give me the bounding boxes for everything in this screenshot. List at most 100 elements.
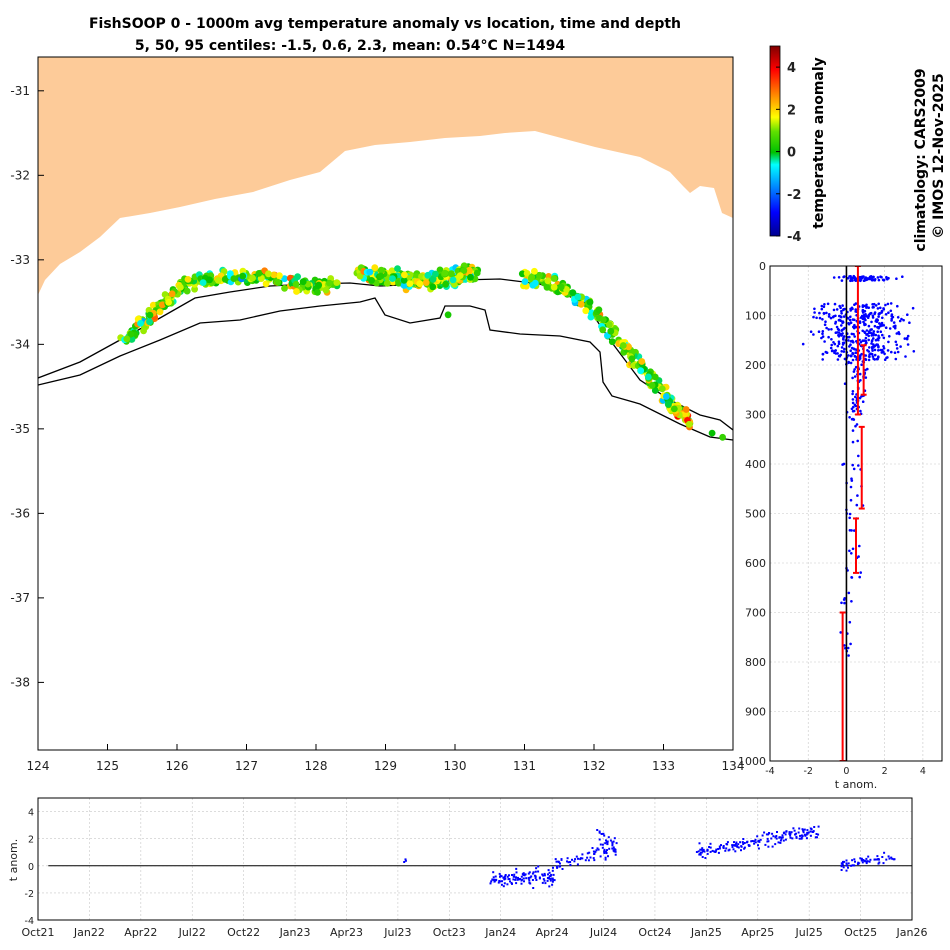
profile-scatter-point — [905, 337, 909, 341]
profile-scatter-point — [853, 355, 857, 358]
map-scatter-point — [394, 265, 401, 272]
ts-scatter-point — [517, 876, 519, 879]
profile-scatter-point — [859, 571, 862, 574]
profile-scatter-point — [843, 357, 847, 361]
ts-scatter-point — [600, 833, 603, 835]
profile-scatter-point — [853, 303, 856, 307]
ts-scatter-point — [607, 855, 609, 858]
ts-scatter-point — [535, 867, 538, 870]
ts-scatter-points — [403, 825, 896, 889]
ts-x-tick-label: Oct24 — [638, 926, 671, 939]
map-scatter-point — [424, 271, 432, 279]
profile-scatter-point — [852, 370, 856, 373]
profile-scatter-point — [841, 320, 845, 323]
ts-axes-ticks: Oct21 Jan22 Apr22 Jul22 Oct22 Jan23 Apr23 Jul23… — [21, 808, 927, 939]
ts-x-tick-label: Oct22 — [227, 926, 260, 939]
map-x-tick-label: 125 — [96, 759, 119, 773]
map-x-tick-label: 131 — [513, 759, 536, 773]
land-mass — [38, 57, 733, 295]
profile-scatter-point — [866, 332, 869, 336]
ts-x-tick-label: Apr24 — [536, 926, 569, 939]
profile-scatter-point — [886, 356, 889, 359]
profile-scatter-point — [836, 358, 840, 361]
profile-scatter-point — [890, 319, 893, 322]
profile-scatter-point — [851, 358, 855, 362]
ts-scatter-point — [542, 878, 545, 881]
ts-x-tick-label: Jul25 — [795, 926, 823, 939]
ts-scatter-point — [492, 878, 495, 881]
profile-scatter-point — [832, 341, 835, 344]
profile-scatter-point — [874, 304, 878, 307]
profile-scatter-point — [851, 463, 854, 467]
ts-scatter-point — [803, 833, 806, 836]
ts-x-tick-label: Apr23 — [330, 926, 363, 939]
profile-scatter-point — [854, 365, 858, 369]
ts-scatter-point — [746, 840, 749, 843]
ts-scatter-point — [503, 882, 506, 885]
map-scatter-point — [206, 276, 214, 284]
ts-scatter-point — [569, 863, 572, 866]
ts-scatter-point — [612, 846, 615, 849]
map-x-tick-label: 130 — [444, 759, 467, 773]
ts-scatter-point — [888, 857, 891, 860]
profile-scatter-point — [869, 328, 872, 332]
profile-scatter-point — [877, 356, 880, 359]
ts-scatter-point — [798, 837, 801, 840]
ts-scatter-point — [795, 836, 798, 839]
ts-scatter-point — [560, 858, 563, 861]
profile-scatter-point — [851, 429, 855, 432]
map-scatter-point — [265, 270, 272, 278]
ts-scatter-point — [611, 844, 614, 847]
ts-scatter-point — [862, 859, 865, 861]
profile-scatter-point — [863, 309, 867, 313]
ts-scatter-point — [604, 856, 607, 859]
ts-scatter-point — [747, 844, 750, 846]
ts-scatter-point — [753, 840, 756, 843]
profile-scatter-point — [848, 275, 851, 278]
ts-scatter-point — [813, 826, 816, 828]
ts-scatter-point — [706, 849, 709, 852]
profile-scatter-point — [801, 342, 805, 346]
ts-scatter-point — [575, 855, 578, 858]
ts-scatter-point — [722, 845, 725, 847]
ts-scatter-point — [736, 845, 739, 848]
ts-scatter-point — [497, 881, 500, 884]
ts-scatter-point — [812, 830, 815, 833]
profile-scatter-point — [882, 347, 886, 350]
profile-scatter-point — [848, 335, 851, 339]
ts-scatter-point — [807, 831, 810, 834]
ts-scatter-point — [774, 843, 777, 846]
profile-scatter-point — [852, 467, 856, 471]
ts-scatter-point — [775, 835, 778, 837]
profile-scatter-point — [870, 339, 874, 342]
profile-scatter-point — [848, 416, 851, 419]
profile-scatter-point — [847, 654, 850, 657]
ts-scatter-point — [887, 855, 890, 858]
ts-scatter-point — [605, 839, 607, 842]
profile-scatter-point — [911, 306, 915, 310]
profile-scatter-point — [837, 318, 841, 322]
profile-scatter-point — [872, 357, 875, 361]
ts-scatter-point — [592, 857, 595, 860]
ts-scatter-point — [492, 876, 495, 879]
ts-scatter-point — [883, 851, 886, 854]
ts-scatter-point — [544, 882, 547, 885]
ts-scatter-point — [598, 830, 601, 833]
profile-scatter-point — [827, 315, 831, 318]
ts-scatter-point — [548, 871, 551, 874]
profile-scatter-point — [853, 375, 857, 378]
profile-scatter-point — [874, 338, 878, 342]
ts-y-tick-label: -4 — [25, 916, 34, 927]
profile-scatter-point — [849, 321, 853, 325]
profile-scatter-point — [882, 307, 885, 310]
ts-scatter-point — [534, 875, 537, 878]
profile-scatter-point — [869, 277, 872, 281]
profile-scatter-point — [849, 498, 853, 502]
profile-scatter-point — [871, 278, 874, 282]
profile-scatter-point — [863, 330, 866, 334]
ts-scatter-point — [698, 842, 701, 845]
profile-scatter-point — [837, 342, 841, 346]
ts-scatter-point — [557, 861, 560, 864]
ts-scatter-point — [791, 837, 794, 840]
colorbar-label: temperature anomaly — [811, 57, 827, 229]
